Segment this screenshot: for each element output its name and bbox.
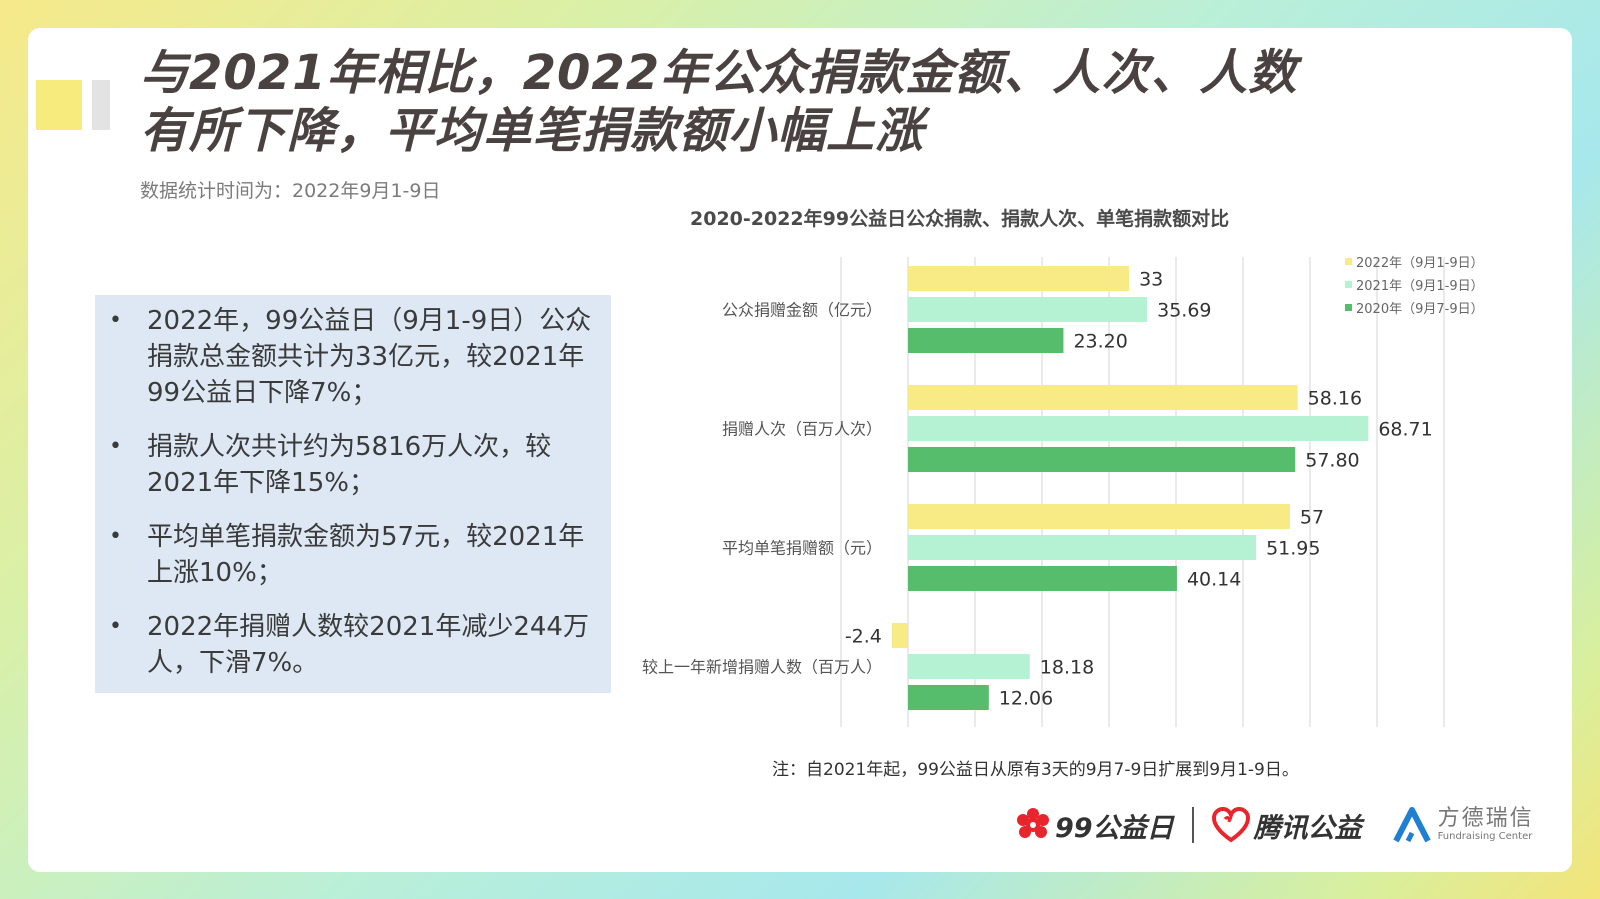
- data-label: 35.69: [1157, 300, 1211, 322]
- bar-2-0: [908, 328, 1064, 353]
- bar-0-0: [908, 266, 1130, 291]
- data-label: 68.71: [1378, 419, 1432, 441]
- summary-panel: 2022年，99公益日（9月1-9日）公众捐款总金额共计为33亿元，较2021年…: [95, 295, 611, 693]
- data-label: 12.06: [999, 688, 1053, 710]
- legend-swatch: [1345, 281, 1352, 288]
- legend-item-2021: 2021年（9月1-9日）: [1345, 273, 1484, 296]
- data-label: 33: [1139, 269, 1163, 291]
- summary-item: 平均单笔捐款金额为57元，较2021年上涨10%；: [109, 519, 595, 591]
- data-label: 18.18: [1040, 657, 1094, 679]
- bar-1-0: [908, 297, 1148, 322]
- bar-2-3: [908, 685, 989, 710]
- bar-1-2: [908, 535, 1257, 560]
- data-label: 57.80: [1305, 450, 1359, 472]
- data-label: 40.14: [1187, 569, 1241, 591]
- summary-item: 2022年捐赠人数较2021年减少244万人，下滑7%。: [109, 609, 595, 681]
- legend-label: 2021年（9月1-9日）: [1356, 279, 1484, 294]
- legend-label: 2020年（9月7-9日）: [1356, 302, 1484, 317]
- summary-item: 捐款人次共计约为5816万人次，较2021年下降15%；: [109, 429, 595, 501]
- decor-yellow-block: [36, 80, 82, 130]
- logo-divider: [1191, 807, 1194, 843]
- data-label: 57: [1300, 507, 1324, 529]
- legend-item-2022: 2022年（9月1-9日）: [1345, 250, 1484, 273]
- footer-logos: 99公益日 腾讯公益 方德瑞信 Fundraising Center: [1015, 800, 1534, 850]
- logo-fangde-cn: 方德瑞信: [1437, 806, 1534, 831]
- logo-fangde-en: Fundraising Center: [1437, 831, 1533, 842]
- page-title: 与2021年相比，2022年公众捐款金额、人次、人数 有所下降，平均单笔捐款额小…: [140, 44, 1400, 160]
- flower-icon: [1017, 808, 1049, 838]
- legend-swatch: [1345, 258, 1352, 265]
- category-label: 公众捐赠金额（亿元）: [722, 301, 882, 320]
- bar-0-1: [908, 385, 1298, 410]
- chart-legend: 2022年（9月1-9日） 2021年（9月1-9日） 2020年（9月7-9日…: [1345, 250, 1484, 319]
- chart-note: 注：自2021年起，99公益日从原有3天的9月7-9日扩展到9月1-9日。: [772, 760, 1299, 780]
- title-line-2: 有所下降，平均单笔捐款额小幅上涨: [140, 103, 925, 159]
- category-label: 捐赠人次（百万人次）: [722, 420, 882, 439]
- logo-99-text: 99公益日: [1055, 812, 1174, 844]
- legend-swatch: [1345, 304, 1352, 311]
- heart-icon: [1211, 807, 1250, 843]
- bar-0-2: [908, 504, 1290, 529]
- data-label: 51.95: [1266, 538, 1320, 560]
- category-label: 平均单笔捐赠额（元）: [722, 539, 882, 558]
- data-label: 58.16: [1308, 388, 1362, 410]
- data-label: 23.20: [1073, 331, 1127, 353]
- bar-1-3: [908, 654, 1030, 679]
- decor-gray-block: [92, 80, 110, 130]
- summary-item: 2022年，99公益日（9月1-9日）公众捐款总金额共计为33亿元，较2021年…: [109, 303, 595, 411]
- bar-0-3: [891, 623, 908, 648]
- fangde-icon: [1392, 807, 1431, 843]
- category-label: 较上一年新增捐赠人数（百万人）: [642, 658, 882, 677]
- logo-99-gongyi: 99公益日: [1015, 806, 1174, 845]
- bar-1-1: [908, 416, 1369, 441]
- title-line-1: 与2021年相比，2022年公众捐款金额、人次、人数: [140, 45, 1298, 101]
- logo-tencent-gongyi: 腾讯公益: [1211, 806, 1362, 845]
- data-label: -2.4: [845, 626, 882, 648]
- legend-label: 2022年（9月1-9日）: [1356, 256, 1484, 271]
- logo-tencent-text: 腾讯公益: [1253, 812, 1362, 844]
- page-subtitle: 数据统计时间为：2022年9月1-9日: [140, 180, 441, 202]
- bar-2-1: [908, 447, 1296, 472]
- logo-fangde: 方德瑞信 Fundraising Center: [1392, 807, 1534, 843]
- chart-title: 2020-2022年99公益日公众捐款、捐款人次、单笔捐款额对比: [690, 208, 1230, 230]
- bar-2-2: [908, 566, 1177, 591]
- summary-list: 2022年，99公益日（9月1-9日）公众捐款总金额共计为33亿元，较2021年…: [109, 303, 595, 681]
- legend-item-2020: 2020年（9月7-9日）: [1345, 296, 1484, 319]
